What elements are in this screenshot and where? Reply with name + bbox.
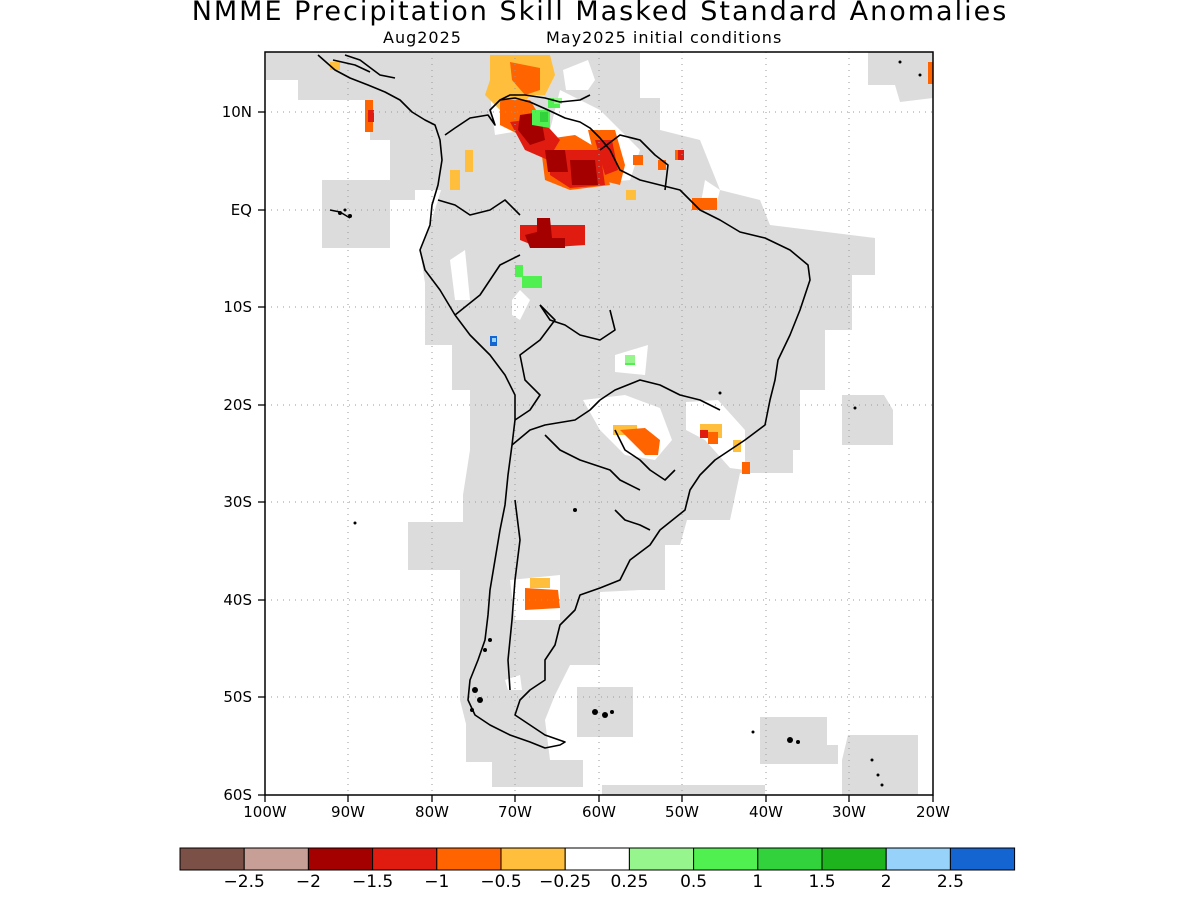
colorbar-swatch <box>243 847 309 871</box>
lon-label-20w: 20W <box>916 803 950 821</box>
colorbar-swatch <box>500 847 566 871</box>
initial-conditions: May2025 initial conditions <box>546 28 783 47</box>
lat-label-50s: 50S <box>223 688 252 706</box>
colorbar-swatch <box>693 847 759 871</box>
lat-label-eq: EQ <box>230 201 252 219</box>
lon-label-30w: 30W <box>832 803 866 821</box>
colorbar-swatch <box>949 847 1016 871</box>
colorbar-tick-label: −1.5 <box>351 872 394 892</box>
lon-label-80w: 80W <box>415 803 449 821</box>
lon-label-90w: 90W <box>331 803 365 821</box>
colorbar-tick-label: −2 <box>295 872 321 892</box>
colorbar-tick-label: 1.5 <box>808 872 836 892</box>
colorbar <box>179 847 1016 871</box>
lon-label-70w: 70W <box>498 803 532 821</box>
islands <box>338 60 922 787</box>
lat-label-10n: 10N <box>221 103 252 121</box>
colorbar-tick-label: −1 <box>424 872 450 892</box>
coastlines <box>317 54 811 749</box>
colorbar-tick-label: −0.5 <box>480 872 522 892</box>
colorbar-tick-label: 1 <box>752 872 764 892</box>
lat-label-30s: 30S <box>223 493 252 511</box>
map-title: NMME Precipitation Skill Masked Standard… <box>191 0 1009 27</box>
colorbar-swatch <box>307 847 374 871</box>
colorbar-swatch <box>179 847 245 871</box>
colorbar-tick-label: 0.25 <box>610 872 649 892</box>
lon-label-50w: 50W <box>665 803 699 821</box>
colorbar-swatch <box>885 847 951 871</box>
colorbar-tick-label: 2.5 <box>936 872 964 892</box>
colorbar-swatch <box>757 847 823 871</box>
lon-label-100w: 100W <box>243 803 287 821</box>
lat-label-10s: 10S <box>223 298 252 316</box>
colorbar-swatch <box>821 847 887 871</box>
colorbar-swatch <box>372 847 438 871</box>
colorbar-swatch <box>436 847 502 871</box>
colorbar-tick-label: 2 <box>880 872 892 892</box>
colorbar-swatch <box>564 847 630 871</box>
lon-label-40w: 40W <box>749 803 783 821</box>
lat-label-40s: 40S <box>223 591 252 609</box>
lat-label-60s: 60S <box>223 786 252 804</box>
colorbar-tick-label: −2.5 <box>223 872 265 892</box>
target-month: Aug2025 <box>383 28 462 47</box>
tick-marks <box>258 111 934 802</box>
colorbar-swatch <box>628 847 695 871</box>
lat-label-20s: 20S <box>223 396 252 414</box>
colorbar-tick-label: 0.5 <box>680 872 708 892</box>
lon-label-60w: 60W <box>582 803 616 821</box>
colorbar-tick-label: −0.25 <box>539 872 592 892</box>
